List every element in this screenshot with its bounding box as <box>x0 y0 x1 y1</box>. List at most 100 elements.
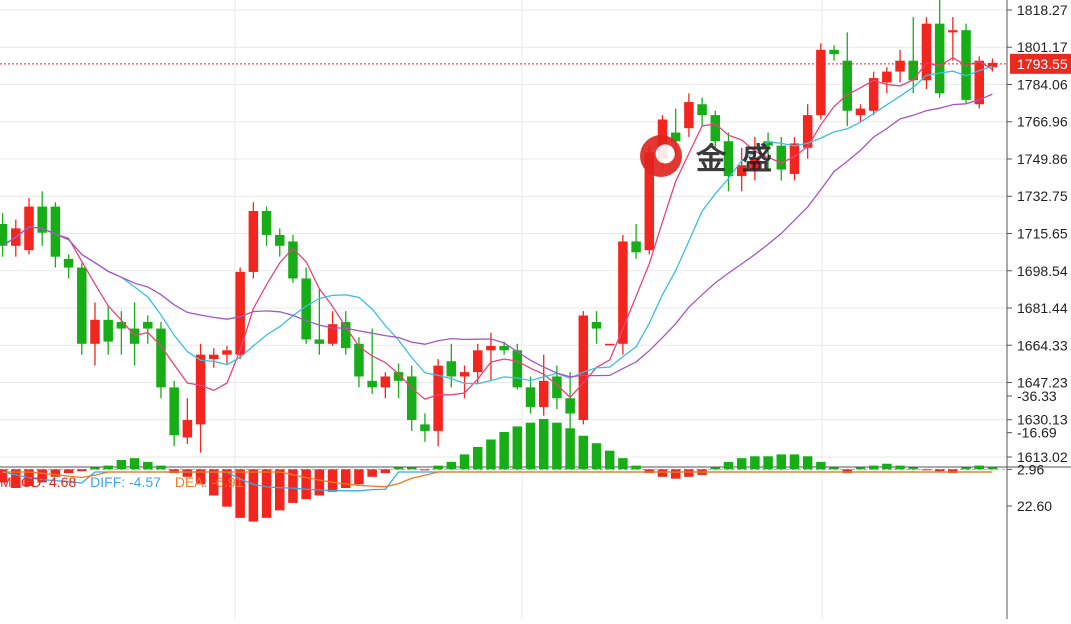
macd-bar <box>525 422 536 470</box>
macd-bar <box>420 469 430 471</box>
ma10-line <box>2 65 993 385</box>
candle-body <box>380 376 391 388</box>
candle-body <box>684 102 694 129</box>
candle <box>829 45 839 61</box>
macd-bar <box>868 465 879 470</box>
macd-bar <box>327 469 338 492</box>
candle-body <box>222 350 232 355</box>
candle <box>842 32 853 127</box>
price-tick-label: 1630.13 <box>1017 412 1068 428</box>
candle-body <box>552 376 562 399</box>
macd-bar <box>789 454 800 470</box>
candle <box>908 17 919 94</box>
macd-bar <box>802 456 813 470</box>
candle-body <box>618 241 628 344</box>
price-tick-label: 1715.65 <box>1017 225 1068 241</box>
candle <box>406 365 417 431</box>
candle <box>129 302 140 366</box>
candle-body <box>908 60 919 81</box>
candle <box>11 219 21 257</box>
candle-body <box>354 343 364 377</box>
candle-body <box>750 158 760 170</box>
macd-bar <box>182 469 193 477</box>
candle <box>512 343 523 390</box>
candle-body <box>77 267 87 344</box>
candle <box>591 311 602 344</box>
candle-body <box>235 271 245 355</box>
candle-body <box>169 387 179 436</box>
price-tick-label: 1664.33 <box>1017 337 1068 353</box>
price-tick-label: 1732.75 <box>1017 188 1068 204</box>
macd-legend-macd: MACD: 4.68 <box>0 474 77 490</box>
candle <box>354 337 364 388</box>
candle-body <box>631 241 641 253</box>
price-tick-label: 1647.23 <box>1017 374 1068 390</box>
macd-legend-dea: DEA: -6.91 <box>174 474 244 490</box>
candle <box>538 354 549 416</box>
candle <box>802 104 813 159</box>
candle <box>631 224 641 259</box>
price-axis-ticks: 1818.27 1801.17 1784.06 1766.96 1749.86 1732.… <box>1007 2 1068 465</box>
ma5-line <box>2 56 993 400</box>
macd-bar <box>736 458 747 470</box>
price-grid <box>0 0 1007 619</box>
price-tick-label: 1681.44 <box>1017 300 1068 316</box>
macd-bar <box>77 469 87 472</box>
macd-bar <box>0 469 8 483</box>
candle-body <box>499 345 509 351</box>
price-tick-label: 1613.02 <box>1017 449 1068 465</box>
candle-body <box>0 224 8 246</box>
macd-tick-label: 2.96 <box>1017 461 1044 477</box>
candle <box>472 343 483 383</box>
macd-bar <box>684 469 694 477</box>
candle <box>855 104 866 122</box>
macd-tick-label: 22.60 <box>1017 498 1052 514</box>
macd-bar <box>275 469 285 511</box>
macd-bar <box>710 467 721 470</box>
macd-tick-label: -16.69 <box>1017 425 1057 441</box>
candle <box>710 110 721 148</box>
macd-bar <box>103 465 113 470</box>
candle <box>723 132 734 192</box>
candle-body <box>855 108 866 116</box>
candle <box>895 49 905 83</box>
price-tick-label: 1801.17 <box>1017 39 1068 55</box>
candle-body <box>103 319 113 342</box>
candle <box>0 213 8 257</box>
candle <box>90 302 100 366</box>
macd-bar <box>486 439 496 470</box>
macd-bar <box>472 446 483 470</box>
candle-body <box>697 104 707 116</box>
macd-bar <box>723 461 734 470</box>
candle-body <box>393 372 404 381</box>
candle <box>763 132 773 170</box>
macd-bar <box>354 469 364 485</box>
macd-bar <box>512 426 523 470</box>
candle-body <box>340 322 351 349</box>
candle <box>525 376 536 414</box>
candle-body <box>538 380 549 407</box>
macd-bar <box>829 467 839 470</box>
candle-body <box>736 165 747 177</box>
macd-bar <box>618 458 628 470</box>
candle-body <box>420 424 430 431</box>
candle <box>327 311 338 346</box>
macd-bar <box>631 465 641 470</box>
candle-body <box>644 152 655 251</box>
macd-bar <box>380 469 391 474</box>
macd-bar <box>261 469 272 518</box>
candle <box>50 202 61 268</box>
candle <box>486 332 496 381</box>
macd-bar <box>288 469 298 503</box>
macd-bar <box>63 469 74 474</box>
candle <box>499 341 509 355</box>
macd-bar <box>143 461 153 470</box>
candle <box>288 234 298 283</box>
candle <box>77 263 87 355</box>
macd-bar <box>433 465 443 470</box>
macd-bar <box>116 460 127 470</box>
macd-bar <box>855 467 866 470</box>
candle-body <box>842 60 853 111</box>
candle <box>736 147 747 192</box>
